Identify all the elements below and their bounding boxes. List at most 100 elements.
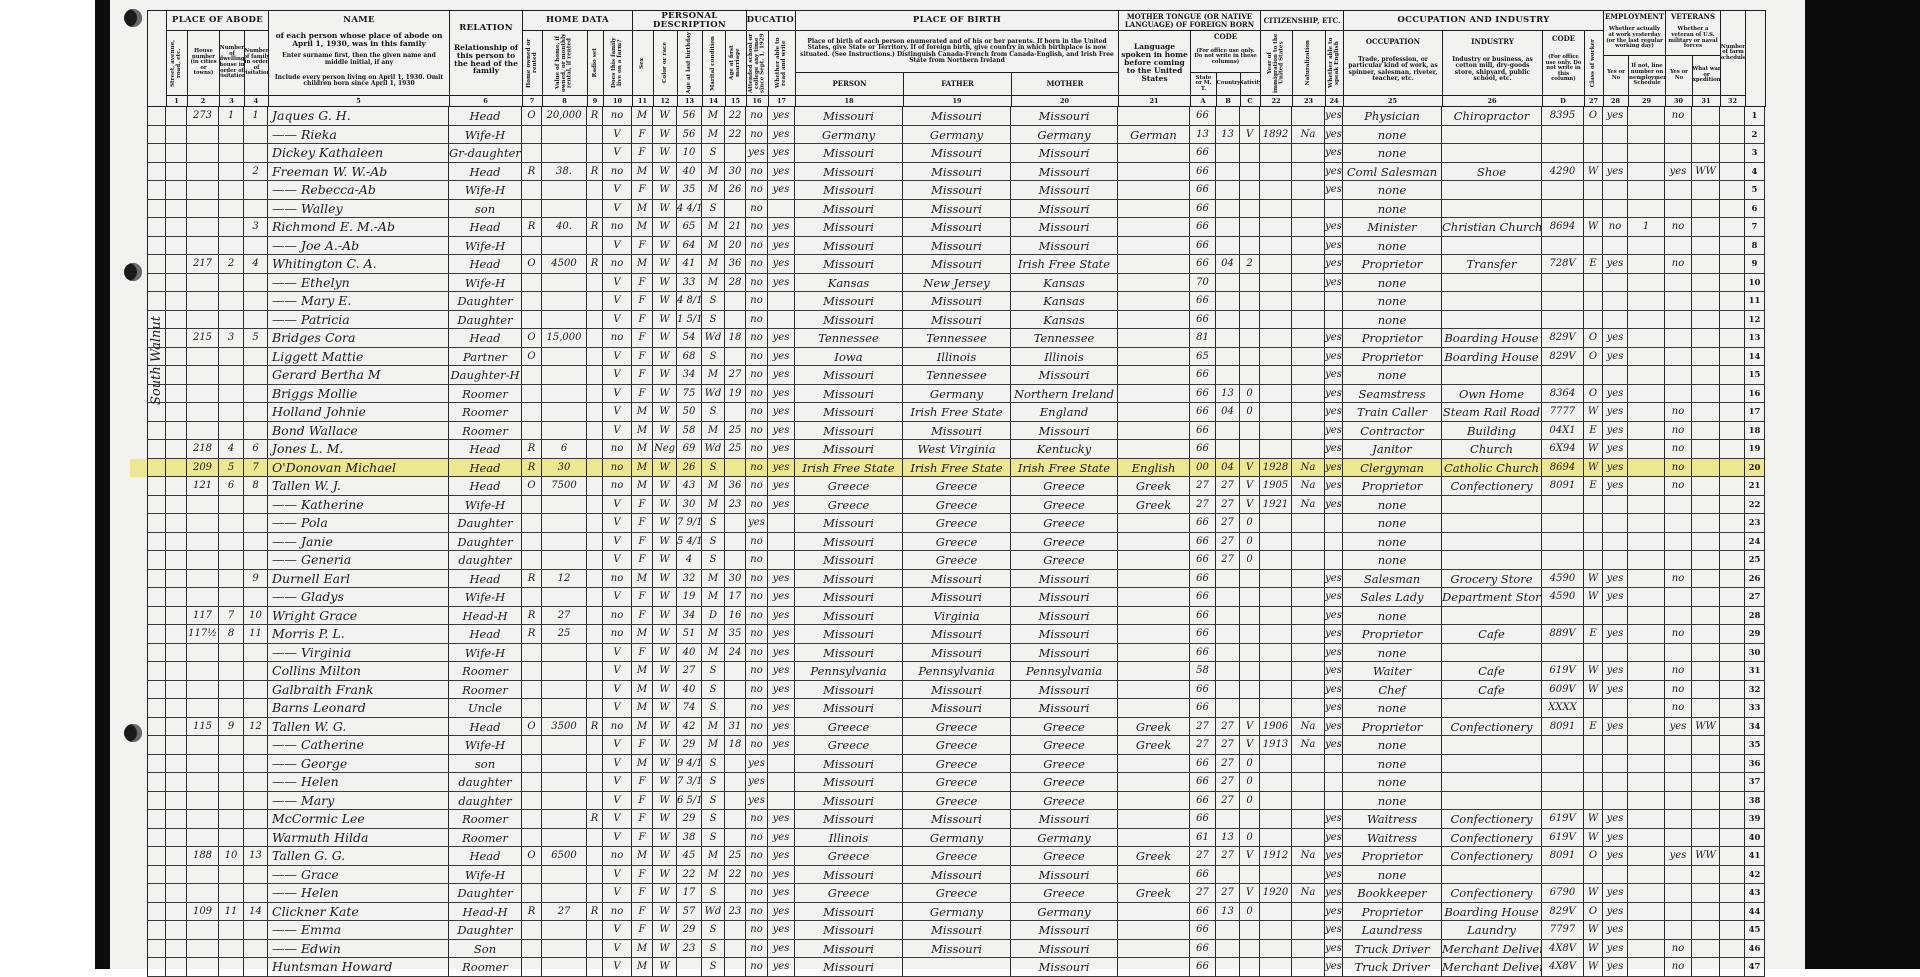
street-cell bbox=[166, 477, 187, 496]
farm-cell: V bbox=[603, 884, 632, 903]
birthplace-father-cell: Missouri bbox=[903, 255, 1011, 274]
occupation-cell: none bbox=[1343, 292, 1442, 311]
birthplace-mother-cell: Missouri bbox=[1011, 680, 1118, 699]
native-language-cell bbox=[1118, 588, 1190, 607]
dwelling-number-cell bbox=[219, 199, 244, 218]
home-value-cell bbox=[542, 514, 587, 533]
industry-cell bbox=[1442, 643, 1542, 662]
farm-schedule-cell bbox=[1720, 181, 1745, 200]
literacy-cell: yes bbox=[768, 736, 795, 755]
dwelling-number-cell bbox=[219, 384, 244, 403]
speaks-english-cell bbox=[1325, 292, 1343, 311]
immigration-year-cell: 1905 bbox=[1260, 477, 1292, 496]
sex-cell: F bbox=[632, 144, 653, 163]
veteran-cell: no bbox=[1665, 440, 1692, 459]
occupation-cell: Proprietor bbox=[1343, 329, 1442, 348]
radio-set-cell bbox=[587, 643, 603, 662]
house-number-cell bbox=[187, 421, 219, 440]
race-cell: W bbox=[653, 107, 677, 126]
header-cC-label: Nativity bbox=[1241, 80, 1260, 87]
house-number-cell: 115 bbox=[187, 717, 219, 736]
sex-cell: F bbox=[632, 292, 653, 311]
margin-cell bbox=[147, 421, 166, 440]
age-cell: 56 bbox=[677, 107, 702, 126]
unemployment-line-cell bbox=[1628, 643, 1665, 662]
home-tenure-cell bbox=[522, 495, 542, 514]
literacy-cell bbox=[768, 791, 795, 810]
veteran-cell bbox=[1665, 181, 1692, 200]
industry-cell: Confectionery bbox=[1442, 717, 1542, 736]
occupation-code-cell bbox=[1542, 551, 1584, 570]
unemployment-line-cell bbox=[1628, 921, 1665, 940]
speaks-english-cell: yes bbox=[1325, 181, 1343, 200]
occupation-cell: none bbox=[1343, 125, 1442, 144]
relation-cell: Daughter-H bbox=[449, 366, 522, 385]
occupation-cell: Proprietor bbox=[1343, 625, 1442, 644]
birthplace-person-cell: Missouri bbox=[795, 403, 903, 422]
header-c3-label: Number of dwelling house in order of vis… bbox=[220, 45, 244, 80]
column-number: 24 bbox=[1329, 96, 1339, 105]
dwelling-number-cell bbox=[219, 551, 244, 570]
header-c16-label: Attended school or college any time sinc… bbox=[747, 33, 766, 93]
farm-cell: V bbox=[603, 532, 632, 551]
industry-cell: Own Home bbox=[1442, 384, 1542, 403]
age-cell: 58 bbox=[677, 421, 702, 440]
header-relation-title-label: RELATION bbox=[459, 23, 513, 34]
age-cell: 65 bbox=[677, 218, 702, 237]
dwelling-number-cell bbox=[219, 273, 244, 292]
home-tenure-cell bbox=[522, 551, 542, 570]
home-tenure-cell bbox=[522, 421, 542, 440]
column-number: 20 bbox=[1059, 96, 1070, 105]
dwelling-number-cell bbox=[219, 865, 244, 884]
family-number-cell bbox=[244, 736, 268, 755]
dwelling-number-cell bbox=[219, 125, 244, 144]
class-of-worker-cell bbox=[1584, 181, 1603, 200]
radio-set-cell bbox=[587, 680, 603, 699]
house-number-cell bbox=[187, 347, 219, 366]
dwelling-number-cell: 2 bbox=[219, 255, 244, 274]
age-first-marriage-cell: 22 bbox=[725, 865, 746, 884]
dwelling-number-cell: 1 bbox=[219, 107, 244, 126]
age-first-marriage-cell bbox=[725, 791, 746, 810]
radio-set-cell bbox=[587, 606, 603, 625]
naturalization-cell: Na bbox=[1292, 458, 1325, 477]
farm-schedule-cell bbox=[1720, 551, 1745, 570]
class-of-worker-cell: E bbox=[1584, 477, 1603, 496]
native-language-cell bbox=[1118, 662, 1190, 681]
age-first-marriage-cell: 26 bbox=[725, 181, 746, 200]
occupation-code-cell: 619V bbox=[1542, 828, 1584, 847]
home-value-cell bbox=[542, 865, 587, 884]
race-cell: W bbox=[653, 828, 677, 847]
farm-cell: V bbox=[603, 699, 632, 718]
occupation-cell: Truck Driver bbox=[1343, 939, 1442, 958]
line-number-cell: 15 bbox=[1745, 366, 1765, 385]
immigration-year-cell: 1912 bbox=[1260, 847, 1292, 866]
birthplace-mother-cell: Missouri bbox=[1011, 588, 1118, 607]
marital-status-cell: M bbox=[702, 847, 725, 866]
speaks-english-cell: yes bbox=[1325, 606, 1343, 625]
relation-cell: Wife-H bbox=[449, 273, 522, 292]
school-attendance-cell: no bbox=[746, 569, 768, 588]
age-cell: 50 bbox=[677, 403, 702, 422]
house-number-cell bbox=[187, 403, 219, 422]
relation-cell: Son bbox=[449, 939, 522, 958]
native-language-cell bbox=[1118, 551, 1190, 570]
relation-cell: daughter bbox=[449, 773, 522, 792]
war-cell bbox=[1692, 347, 1720, 366]
naturalization-cell bbox=[1292, 865, 1325, 884]
unemployment-line-cell bbox=[1628, 532, 1665, 551]
header-father: FATHER bbox=[904, 73, 1011, 95]
school-attendance-cell: no bbox=[746, 199, 768, 218]
marital-status-cell: M bbox=[702, 218, 725, 237]
employed-cell bbox=[1603, 199, 1628, 218]
class-of-worker-cell: E bbox=[1584, 717, 1603, 736]
unemployment-line-cell bbox=[1628, 902, 1665, 921]
birthplace-mother-cell: Missouri bbox=[1011, 625, 1118, 644]
sex-cell: F bbox=[632, 643, 653, 662]
age-cell: 33 bbox=[677, 273, 702, 292]
house-number-cell bbox=[187, 199, 219, 218]
radio-set-cell bbox=[587, 736, 603, 755]
code-nativity-cell bbox=[1240, 680, 1260, 699]
age-first-marriage-cell: 25 bbox=[725, 440, 746, 459]
literacy-cell: yes bbox=[768, 680, 795, 699]
